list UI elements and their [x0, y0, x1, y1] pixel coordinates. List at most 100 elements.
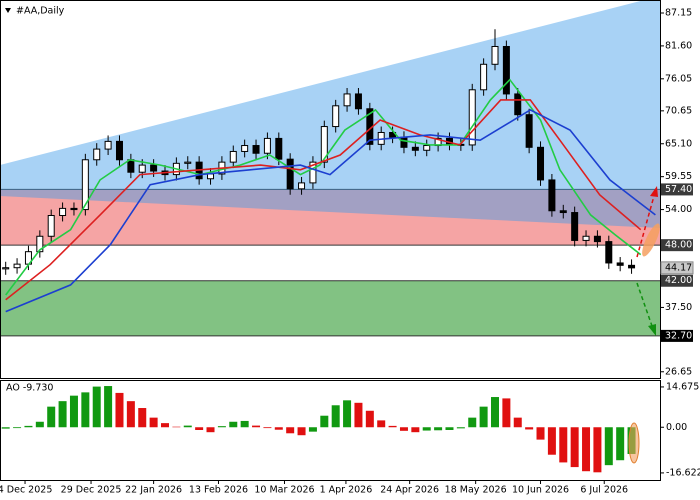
indicator-title: AO -9.730	[6, 383, 53, 394]
ao-bar	[47, 406, 56, 428]
ao-bar	[252, 425, 261, 428]
candle-body	[571, 212, 579, 241]
ao-bar	[331, 405, 340, 428]
current-price-box	[660, 261, 694, 275]
candle-body	[286, 158, 294, 190]
candle-body	[263, 137, 271, 154]
y-tick-label: 54.00	[665, 204, 692, 215]
ao-histogram	[1, 386, 636, 473]
candle-body	[207, 173, 215, 180]
level-label: 32.70	[665, 330, 692, 341]
up-arrow	[636, 195, 655, 258]
ao-bar	[604, 427, 613, 466]
candle-body	[593, 235, 601, 243]
ao-bar	[81, 392, 90, 428]
y-tick-label: 81.60	[665, 40, 692, 51]
candle-body	[127, 159, 135, 173]
ao-bar	[570, 427, 579, 468]
y-tick-label: 26.65	[665, 366, 692, 377]
candle-body	[252, 145, 260, 154]
candle-body	[582, 235, 590, 241]
axes: 57.40 48.00 42.00 32.70 87.15 81.60 76.05 70.65…	[0, 7, 700, 495]
ao-bar	[172, 426, 181, 428]
level-label: 57.40	[665, 184, 692, 195]
candle-body	[605, 241, 613, 264]
level-label-box	[661, 329, 693, 342]
candle-body	[343, 93, 351, 107]
main-frame	[0, 0, 661, 379]
candle-body	[548, 179, 556, 212]
y-tick-label: 87.15	[665, 7, 692, 18]
x-tick-label: 1 Apr 2026	[320, 485, 373, 496]
candle-body	[468, 89, 476, 146]
ao-bar	[616, 427, 625, 461]
candle-body	[275, 137, 283, 160]
ao-bar	[35, 421, 44, 428]
candle-body	[229, 150, 237, 163]
ao-bar	[24, 425, 33, 428]
ao-bar	[195, 427, 204, 430]
ao-bar	[263, 427, 272, 429]
x-tick-label: 6 Jul 2026	[580, 485, 628, 496]
ao-bar	[547, 427, 556, 455]
ao-bar	[149, 417, 158, 428]
ao-bar	[138, 408, 147, 428]
moving-averages	[5, 78, 656, 313]
ao-bar	[491, 397, 499, 428]
zone	[0, 280, 660, 336]
ao-bar	[104, 386, 113, 428]
y-tick-label: 65.10	[665, 138, 692, 149]
x-tick-label: 13 Feb 2026	[189, 485, 248, 496]
ao-bar	[58, 401, 67, 428]
menu-icon	[5, 8, 11, 13]
ao-bar	[115, 392, 124, 428]
candle-body	[2, 267, 10, 270]
candle-body	[93, 148, 101, 161]
ao-bar	[445, 427, 454, 430]
candles	[2, 29, 636, 275]
ao-bar	[320, 415, 329, 428]
candle-body	[525, 114, 533, 148]
current-price-label: 44.17	[665, 262, 692, 273]
level-label: 42.00	[665, 275, 692, 286]
candle-body	[13, 263, 21, 269]
candle-body	[47, 215, 55, 237]
moving-average	[5, 99, 642, 301]
ao-bar	[354, 402, 363, 428]
candle-body	[423, 145, 431, 151]
up-arrow-head	[650, 186, 658, 197]
ao-bar	[274, 427, 283, 430]
y-tick-label: 37.50	[665, 302, 692, 313]
level-label-box	[661, 239, 693, 252]
candle-body	[81, 159, 89, 211]
ao-bar	[593, 427, 602, 473]
ao-bar	[536, 427, 545, 440]
candle-body	[184, 161, 192, 164]
ao-bar	[69, 395, 78, 428]
ao-bar	[388, 425, 397, 428]
forecast	[636, 186, 660, 336]
ao-bar	[559, 427, 568, 463]
ao-bar	[217, 426, 226, 428]
ao-bar	[161, 423, 169, 428]
ao-bar	[422, 427, 431, 431]
ao-bar	[286, 427, 295, 434]
candle-body	[320, 126, 328, 163]
ao-bar	[1, 427, 10, 429]
candle-body	[298, 182, 306, 190]
x-tick-label: 29 Dec 2025	[61, 485, 122, 496]
ao-bar	[183, 425, 192, 428]
x-tick-label: 10 Jun 2026	[512, 485, 569, 496]
candle-body	[411, 146, 419, 151]
chart-title: #AA,Daily	[16, 6, 65, 17]
ao-bar	[434, 427, 443, 431]
ao-bar	[297, 427, 306, 436]
x-tick-label: 10 Mar 2026	[254, 485, 314, 496]
ao-y-tick-label: -16.622	[666, 467, 700, 478]
ao-bar	[92, 386, 101, 428]
candle-body	[628, 264, 636, 269]
ao-y-tick-label: 14.675	[666, 381, 699, 392]
ao-bar	[456, 427, 465, 429]
candle-body	[502, 45, 510, 95]
